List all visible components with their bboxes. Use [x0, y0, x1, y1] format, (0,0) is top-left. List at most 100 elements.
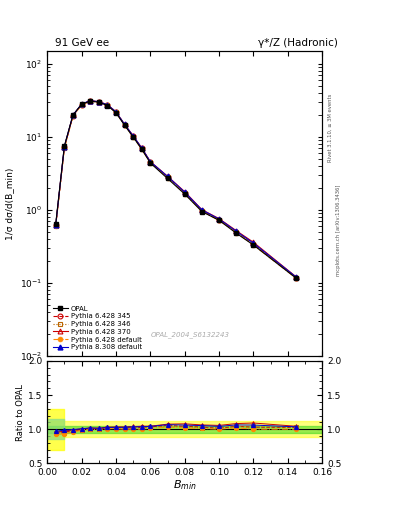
Text: Rivet 3.1.10, ≥ 3M events: Rivet 3.1.10, ≥ 3M events — [328, 94, 333, 162]
OPAL — [62, 143, 67, 149]
Pythia 6.428 default — [217, 217, 222, 223]
Pythia 6.428 346 — [182, 190, 187, 196]
Bar — [47, 426, 322, 433]
Pythia 6.428 370 — [182, 188, 187, 195]
Pythia 8.308 default — [53, 222, 58, 228]
Text: mcplots.cern.ch [arXiv:1306.3436]: mcplots.cern.ch [arXiv:1306.3436] — [336, 185, 341, 276]
Pythia 6.428 346 — [105, 102, 110, 108]
Pythia 6.428 default — [88, 98, 92, 104]
Pythia 6.428 370 — [114, 109, 118, 115]
Pythia 6.428 346 — [122, 122, 127, 128]
OPAL — [71, 112, 75, 118]
Y-axis label: 1/σ dσ/d(B_min): 1/σ dσ/d(B_min) — [6, 167, 15, 240]
Pythia 6.428 default — [62, 145, 67, 152]
Pythia 6.428 default — [294, 275, 299, 282]
Bar — [47, 421, 322, 437]
Pythia 6.428 370 — [140, 145, 144, 151]
Pythia 8.308 default — [234, 228, 239, 234]
Pythia 8.308 default — [294, 274, 299, 281]
OPAL — [200, 208, 204, 215]
Pythia 6.428 370 — [251, 239, 256, 245]
Pythia 6.428 345 — [62, 144, 67, 151]
Pythia 6.428 default — [122, 122, 127, 129]
Pythia 6.428 345 — [79, 101, 84, 108]
Pythia 6.428 345 — [96, 99, 101, 105]
Pythia 6.428 346 — [294, 274, 299, 281]
Pythia 6.428 346 — [140, 145, 144, 152]
Line: Pythia 6.428 346: Pythia 6.428 346 — [53, 99, 299, 280]
Pythia 6.428 default — [96, 99, 101, 105]
Pythia 6.428 345 — [71, 113, 75, 119]
Pythia 6.428 default — [182, 190, 187, 197]
Line: Pythia 6.428 345: Pythia 6.428 345 — [53, 98, 299, 280]
Pythia 6.428 default — [131, 134, 136, 140]
Text: 91 GeV ee: 91 GeV ee — [55, 38, 109, 49]
Line: OPAL: OPAL — [53, 99, 299, 281]
Pythia 6.428 345 — [148, 159, 152, 165]
OPAL — [122, 122, 127, 129]
OPAL — [79, 101, 84, 108]
Pythia 6.428 370 — [53, 222, 58, 228]
Pythia 6.428 346 — [88, 98, 92, 104]
Pythia 6.428 346 — [217, 217, 222, 223]
Pythia 8.308 default — [131, 133, 136, 139]
Pythia 6.428 346 — [148, 159, 152, 165]
OPAL — [182, 191, 187, 197]
Pythia 6.428 345 — [105, 102, 110, 108]
Pythia 6.428 346 — [114, 109, 118, 115]
Pythia 6.428 346 — [234, 229, 239, 235]
OPAL — [148, 160, 152, 166]
Text: γ*/Z (Hadronic): γ*/Z (Hadronic) — [258, 38, 338, 49]
Line: Pythia 6.428 default: Pythia 6.428 default — [53, 99, 299, 281]
Pythia 6.428 370 — [71, 112, 75, 118]
Pythia 6.428 370 — [62, 144, 67, 150]
OPAL — [165, 176, 170, 182]
Text: OPAL_2004_S6132243: OPAL_2004_S6132243 — [151, 331, 230, 337]
OPAL — [234, 230, 239, 236]
Pythia 8.308 default — [148, 159, 152, 165]
OPAL — [294, 275, 299, 282]
Pythia 6.428 default — [234, 229, 239, 236]
Pythia 8.308 default — [217, 216, 222, 222]
Pythia 6.428 346 — [96, 99, 101, 105]
Pythia 6.428 346 — [251, 241, 256, 247]
Pythia 8.308 default — [182, 189, 187, 195]
Pythia 6.428 345 — [88, 98, 92, 104]
Pythia 6.428 345 — [234, 229, 239, 235]
Line: Pythia 8.308 default: Pythia 8.308 default — [53, 98, 299, 280]
Pythia 6.428 370 — [148, 159, 152, 165]
Pythia 6.428 345 — [200, 207, 204, 214]
Pythia 6.428 default — [148, 160, 152, 166]
Pythia 8.308 default — [62, 143, 67, 150]
Pythia 6.428 default — [114, 110, 118, 116]
OPAL — [96, 99, 101, 105]
OPAL — [88, 98, 92, 104]
Pythia 6.428 345 — [131, 133, 136, 139]
Pythia 6.428 370 — [294, 274, 299, 280]
Pythia 6.428 346 — [131, 134, 136, 140]
Pythia 6.428 370 — [122, 121, 127, 127]
Pythia 6.428 default — [79, 102, 84, 108]
Pythia 6.428 345 — [114, 109, 118, 115]
Pythia 6.428 370 — [96, 99, 101, 105]
Line: Pythia 6.428 370: Pythia 6.428 370 — [53, 98, 299, 280]
OPAL — [53, 221, 58, 227]
Pythia 6.428 345 — [122, 121, 127, 127]
Pythia 6.428 370 — [79, 101, 84, 108]
Pythia 8.308 default — [165, 174, 170, 180]
OPAL — [131, 134, 136, 140]
Pythia 6.428 370 — [131, 133, 136, 139]
Pythia 8.308 default — [71, 112, 75, 118]
Pythia 6.428 345 — [182, 189, 187, 196]
Y-axis label: Ratio to OPAL: Ratio to OPAL — [16, 383, 25, 441]
Pythia 6.428 346 — [200, 208, 204, 214]
Pythia 8.308 default — [105, 102, 110, 108]
Pythia 6.428 default — [200, 208, 204, 215]
Pythia 8.308 default — [114, 109, 118, 115]
Pythia 6.428 default — [71, 113, 75, 119]
Pythia 6.428 default — [251, 242, 256, 248]
Legend: OPAL, Pythia 6.428 345, Pythia 6.428 346, Pythia 6.428 370, Pythia 6.428 default: OPAL, Pythia 6.428 345, Pythia 6.428 346… — [51, 304, 144, 352]
Pythia 6.428 370 — [88, 98, 92, 104]
Pythia 6.428 345 — [140, 145, 144, 152]
Pythia 6.428 345 — [165, 174, 170, 180]
